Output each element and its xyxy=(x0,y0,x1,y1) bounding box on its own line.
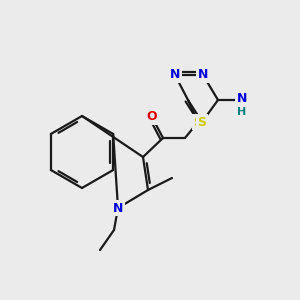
Text: S: S xyxy=(197,116,206,128)
Text: O: O xyxy=(147,110,157,124)
Text: S: S xyxy=(194,116,202,128)
Text: N: N xyxy=(113,202,123,214)
Text: N: N xyxy=(170,68,180,82)
Text: N: N xyxy=(198,68,208,82)
Text: N: N xyxy=(237,92,247,106)
Text: H: H xyxy=(237,107,247,117)
